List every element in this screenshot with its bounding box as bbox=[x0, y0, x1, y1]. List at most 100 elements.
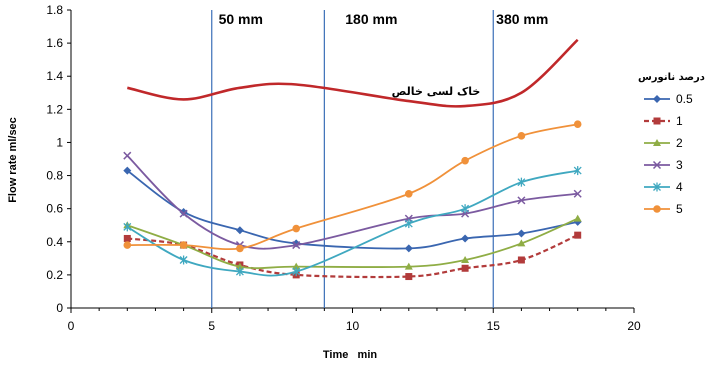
data-point bbox=[292, 224, 301, 233]
legend-marker bbox=[653, 182, 661, 192]
legend-marker bbox=[653, 117, 661, 125]
marker-stroke bbox=[123, 151, 132, 160]
data-point bbox=[236, 244, 244, 253]
data-point bbox=[573, 120, 582, 129]
y-tick-label: 0.6 bbox=[46, 202, 63, 216]
series-2 bbox=[123, 214, 582, 270]
data-point bbox=[517, 177, 526, 187]
legend: درصد نانورس 0.5 1 2 3 4 5 bbox=[638, 72, 705, 216]
legend-marker bbox=[653, 205, 661, 213]
divider-label: 380 mm bbox=[496, 11, 548, 27]
x-axis-title: Time min bbox=[323, 349, 377, 361]
legend-label: 4 bbox=[676, 180, 683, 194]
data-point bbox=[573, 214, 582, 222]
legend-item: 0.5 bbox=[644, 92, 693, 106]
data-point bbox=[123, 166, 132, 175]
y-axis-title: Flow rate ml/sec bbox=[7, 117, 19, 203]
y-tick-label: 0.4 bbox=[46, 235, 63, 249]
legend-label: 5 bbox=[676, 202, 683, 216]
legend-label: 0.5 bbox=[676, 92, 693, 106]
data-point bbox=[404, 262, 413, 270]
data-point bbox=[461, 255, 470, 263]
marker-stroke bbox=[292, 241, 301, 250]
x-tick-label: 15 bbox=[487, 319, 501, 333]
series-line bbox=[127, 217, 579, 270]
data-point bbox=[179, 207, 188, 216]
data-point bbox=[235, 226, 244, 235]
y-tick-label: 0.8 bbox=[46, 169, 63, 183]
data-point bbox=[404, 219, 413, 229]
data-point bbox=[179, 241, 188, 249]
legend-title: درصد نانورس bbox=[638, 72, 705, 83]
data-point bbox=[123, 151, 132, 160]
data-point bbox=[517, 132, 526, 140]
marker-stroke bbox=[517, 196, 526, 205]
data-point bbox=[123, 234, 131, 242]
data-point bbox=[517, 239, 526, 247]
data-point bbox=[461, 156, 469, 165]
series-line bbox=[126, 169, 578, 250]
legend-item: 5 bbox=[644, 202, 683, 216]
data-point bbox=[461, 204, 470, 214]
data-point bbox=[123, 241, 132, 249]
y-tick-label: 0.2 bbox=[46, 268, 63, 282]
series-1 bbox=[123, 231, 582, 281]
legend-marker bbox=[652, 160, 662, 170]
data-point bbox=[123, 222, 132, 232]
series-line bbox=[126, 169, 578, 277]
y-tick-label: 1.2 bbox=[46, 102, 63, 116]
x-tick-label: 10 bbox=[346, 319, 360, 333]
data-point bbox=[517, 229, 526, 238]
y-tick-label: 1.6 bbox=[46, 36, 63, 50]
legend-item: 1 bbox=[644, 114, 683, 128]
y-tick-label: 0 bbox=[56, 301, 63, 315]
x-tick-label: 20 bbox=[627, 319, 641, 333]
data-point bbox=[292, 241, 301, 250]
data-point bbox=[235, 267, 244, 277]
series-line bbox=[127, 234, 579, 279]
reference-curve-line bbox=[127, 38, 579, 108]
x-tick-label: 5 bbox=[208, 319, 215, 333]
axes: 0 0.2 0.4 0.6 0.8 1 1.2 1.4 1.6 1.8 0 5 10 15 20 bbox=[46, 3, 641, 333]
legend-label: 2 bbox=[676, 136, 683, 150]
data-point bbox=[405, 189, 413, 198]
data-point bbox=[404, 244, 413, 253]
data-point bbox=[292, 267, 301, 277]
data-point bbox=[517, 256, 525, 264]
data-point bbox=[517, 196, 526, 205]
vertical-divider-lines: 50 mm 180 mm 380 mm bbox=[211, 10, 548, 308]
divider-label: 50 mm bbox=[219, 11, 263, 27]
series-lines bbox=[123, 38, 582, 281]
data-point bbox=[461, 234, 470, 243]
data-point bbox=[405, 273, 413, 281]
legend-marker bbox=[653, 139, 661, 146]
x-tick-label: 0 bbox=[68, 319, 75, 333]
legend-item: 4 bbox=[644, 180, 683, 194]
data-point bbox=[573, 189, 582, 198]
y-tick-label: 1.8 bbox=[46, 3, 63, 17]
series-5 bbox=[123, 120, 582, 253]
series-line bbox=[127, 123, 578, 251]
marker-stroke bbox=[573, 189, 582, 198]
series-4 bbox=[123, 166, 582, 277]
data-point bbox=[235, 262, 244, 270]
series-0.5 bbox=[123, 166, 582, 253]
y-tick-label: 1.4 bbox=[46, 69, 63, 83]
pure-loess-label: خاک لسی خالص bbox=[392, 85, 481, 98]
data-point bbox=[179, 209, 188, 218]
marker-stroke bbox=[179, 209, 188, 218]
divider-label: 180 mm bbox=[345, 11, 397, 27]
legend-label: 1 bbox=[676, 114, 683, 128]
legend-item: 3 bbox=[644, 158, 683, 172]
legend-item: 2 bbox=[644, 136, 683, 150]
legend-marker bbox=[653, 95, 661, 103]
y-tick-label: 1 bbox=[56, 135, 63, 149]
legend-label: 3 bbox=[676, 158, 683, 172]
marker-stroke bbox=[652, 160, 662, 170]
data-point bbox=[461, 264, 469, 272]
data-point bbox=[292, 262, 301, 270]
data-point bbox=[573, 166, 582, 176]
data-point bbox=[574, 231, 582, 239]
data-point bbox=[179, 255, 188, 265]
